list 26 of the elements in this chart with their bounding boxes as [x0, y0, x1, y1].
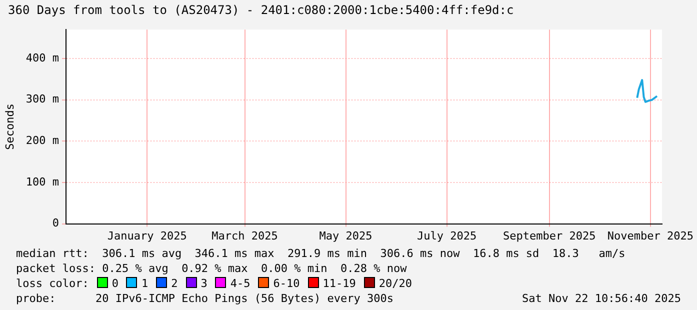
- x-tick-label: January 2025: [107, 229, 187, 242]
- chart-title: 360 Days from tools to (AS20473) - 2401:c080:2000:1cbe:5400:4ff:fe9d:c: [7, 2, 515, 19]
- y-tick-label: 100 m: [26, 175, 60, 188]
- text: packet loss: 0.25 % avg 0.92 % max 0.00 % min 0.28 % now: [16, 261, 408, 276]
- text: 11-19: [322, 277, 356, 290]
- y-tick-label: 400 m: [26, 51, 60, 64]
- text: probe: 20 IPv6-ICMP Echo Pings (56 Bytes) every 300s: [16, 291, 394, 306]
- text: 2: [171, 277, 178, 290]
- text: median rtt: 306.1 ms avg 346.1 ms max 291.9 ms min 306.6 ms now 16.8 ms sd 18.3 am/s: [16, 246, 626, 261]
- text: 20/20: [378, 277, 412, 290]
- text: 0: [112, 277, 118, 290]
- x-tick-label: September 2025: [503, 229, 596, 242]
- x-tick-label: July 2025: [416, 229, 477, 242]
- text: 6-10: [273, 277, 300, 290]
- text: Sat Nov 22 10:56:40 2025: [522, 291, 681, 306]
- y-tick-label: 200 m: [26, 134, 60, 148]
- text: loss color:: [16, 277, 89, 290]
- text: 1: [141, 277, 148, 290]
- text: 3: [200, 277, 208, 290]
- x-tick-label: May 2025: [319, 229, 372, 242]
- y-tick-label: 0: [52, 216, 59, 230]
- y-axis-title: Seconds: [3, 104, 16, 150]
- x-tick-label: November 2025: [607, 229, 694, 242]
- text: 4-5: [230, 277, 250, 290]
- y-tick-label: 300 m: [26, 92, 60, 106]
- x-tick-label: March 2025: [212, 229, 278, 242]
